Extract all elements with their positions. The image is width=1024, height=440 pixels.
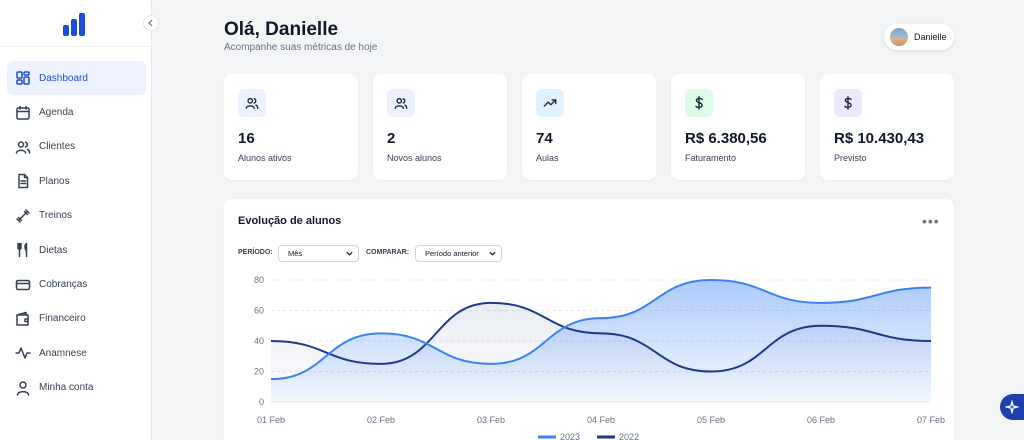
sidebar: Dashboard Agenda Clientes Planos Treinos Diet… xyxy=(0,0,152,440)
user-menu-button[interactable]: Danielle xyxy=(884,24,954,50)
sidebar-item-cobrancas[interactable]: Cobranças xyxy=(7,267,146,301)
sidebar-item-label: Financeiro xyxy=(39,313,86,325)
stat-label: Alunos ativos xyxy=(238,153,292,163)
sparkle-icon xyxy=(1005,400,1019,414)
collapse-sidebar-button[interactable] xyxy=(143,15,159,31)
compare-select-value: Período anterior xyxy=(425,249,479,258)
sidebar-item-label: Treinos xyxy=(39,210,72,222)
stat-card: 16 Alunos ativos xyxy=(224,74,358,180)
dumbbell-icon xyxy=(15,208,31,224)
x-tick-label: 03 Feb xyxy=(477,415,505,425)
sidebar-item-treinos[interactable]: Treinos xyxy=(7,199,146,233)
x-tick-label: 05 Feb xyxy=(697,415,725,425)
calendar-icon xyxy=(15,105,31,121)
stat-value: R$ 10.430,43 xyxy=(834,130,925,147)
sidebar-item-agenda[interactable]: Agenda xyxy=(7,95,146,129)
activity-icon xyxy=(15,345,31,361)
users-icon xyxy=(387,89,415,117)
chevron-down-icon xyxy=(346,251,353,256)
x-tick-label: 02 Feb xyxy=(367,415,395,425)
dollar-icon xyxy=(685,89,713,117)
sidebar-item-label: Clientes xyxy=(39,141,76,153)
compare-label: COMPARAR: xyxy=(366,249,410,256)
page-subtitle: Acompanhe suas métricas de hoje xyxy=(224,42,378,53)
y-tick-label: 80 xyxy=(254,275,264,285)
stat-value: 16 xyxy=(238,130,255,147)
sidebar-item-label: Dietas xyxy=(39,244,68,256)
wallet-icon xyxy=(15,311,31,327)
series-area-2023 xyxy=(271,280,931,402)
y-tick-label: 60 xyxy=(254,306,264,316)
chart-title: Evolução de alunos xyxy=(238,215,342,227)
y-tick-label: 20 xyxy=(254,367,264,377)
sidebar-item-label: Cobranças xyxy=(39,279,88,291)
trending-up-icon xyxy=(536,89,564,117)
sidebar-nav: Dashboard Agenda Clientes Planos Treinos Diet… xyxy=(7,61,146,405)
period-label: PERÍODO: xyxy=(238,249,273,256)
dashboard-icon xyxy=(15,70,31,86)
sidebar-divider xyxy=(0,46,152,47)
stat-value: 2 xyxy=(387,130,396,147)
avatar xyxy=(890,28,908,46)
stat-label: Aulas xyxy=(536,153,559,163)
compare-select[interactable]: Período anterior xyxy=(415,245,502,262)
stat-label: Faturamento xyxy=(685,153,737,163)
y-tick-label: 40 xyxy=(254,336,264,346)
sidebar-item-label: Minha conta xyxy=(39,382,94,394)
students-evolution-chart: 0 20 40 60 80 01 Feb 02 Feb 03 Feb 04 Feb 05 Feb 0… xyxy=(254,275,945,440)
period-select-value: Mês xyxy=(288,249,303,258)
x-tick-label: 01 Feb xyxy=(257,415,285,425)
x-tick-label: 06 Feb xyxy=(807,415,835,425)
stat-label: Previsto xyxy=(834,153,867,163)
series-line-2022 xyxy=(270,301,932,373)
x-tick-label: 07 Feb xyxy=(917,415,945,425)
sidebar-item-dietas[interactable]: Dietas xyxy=(7,233,146,267)
sidebar-item-planos[interactable]: Planos xyxy=(7,164,146,198)
students-evolution-card: 0 20 40 60 80 01 Feb 02 Feb 03 Feb 04 Feb 05 Feb 0… xyxy=(224,199,954,440)
stat-card: R$ 10.430,43 Previsto xyxy=(820,74,954,180)
chevron-down-icon xyxy=(489,251,496,256)
ai-assistant-button[interactable] xyxy=(1000,394,1024,420)
document-icon xyxy=(15,173,31,189)
stat-value: R$ 6.380,56 xyxy=(685,130,767,147)
dollar-icon xyxy=(834,89,862,117)
sidebar-item-financeiro[interactable]: Financeiro xyxy=(7,302,146,336)
more-options-button[interactable]: ••• xyxy=(922,213,940,229)
sidebar-item-clientes[interactable]: Clientes xyxy=(7,130,146,164)
users-icon xyxy=(15,139,31,155)
sidebar-item-dashboard[interactable]: Dashboard xyxy=(7,61,146,96)
sidebar-item-label: Anamnese xyxy=(39,347,87,359)
x-tick-label: 04 Feb xyxy=(587,415,615,425)
sidebar-item-label: Agenda xyxy=(39,107,74,119)
legend-label-2023: 2023 xyxy=(560,432,580,440)
sidebar-item-minha-conta[interactable]: Minha conta xyxy=(7,371,146,405)
stat-card: 74 Aulas xyxy=(522,74,656,180)
sidebar-item-anamnese[interactable]: Anamnese xyxy=(7,336,146,370)
page-title: Olá, Danielle xyxy=(224,19,339,40)
series-line-2023 xyxy=(270,278,932,381)
credit-card-icon xyxy=(15,277,31,293)
stat-card: R$ 6.380,56 Faturamento xyxy=(671,74,805,180)
legend-label-2022: 2022 xyxy=(619,432,639,440)
stat-value: 74 xyxy=(536,130,553,147)
user-name: Danielle xyxy=(914,32,947,42)
y-tick-label: 0 xyxy=(259,397,264,407)
period-select[interactable]: Mês xyxy=(278,245,359,262)
stat-label: Novos alunos xyxy=(387,153,442,163)
fork-knife-icon xyxy=(15,242,31,258)
sidebar-item-label: Dashboard xyxy=(39,72,88,84)
sidebar-item-label: Planos xyxy=(39,175,70,187)
app-logo[interactable] xyxy=(63,12,89,36)
user-icon xyxy=(15,380,31,396)
stat-card: 2 Novos alunos xyxy=(373,74,507,180)
users-icon xyxy=(238,89,266,117)
chevron-left-icon xyxy=(148,19,153,27)
